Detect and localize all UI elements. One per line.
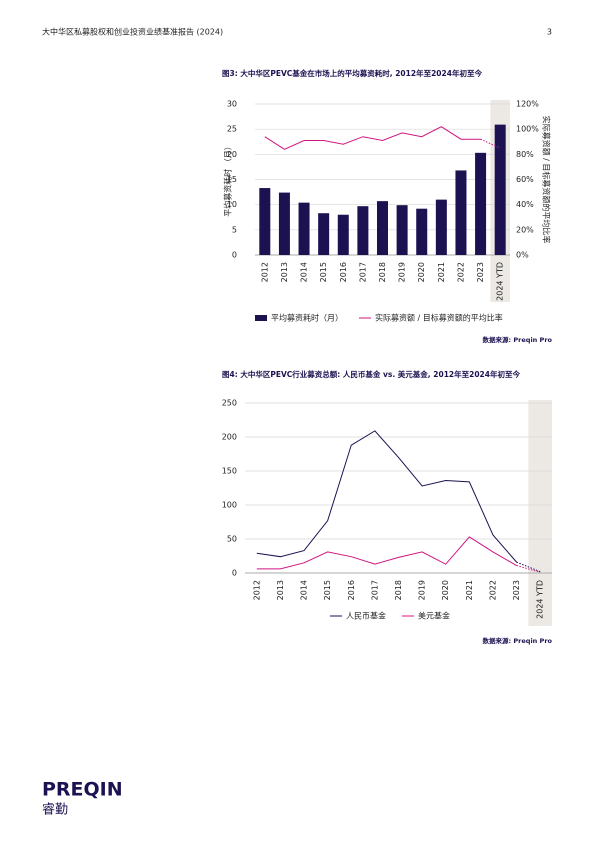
bar — [278, 192, 290, 255]
y-tick-label: 0 — [232, 569, 237, 578]
bar — [396, 205, 408, 255]
y-tick-label: 250 — [222, 399, 237, 408]
y2-tick-label: 40% — [516, 200, 534, 209]
line — [264, 126, 481, 150]
legend-label: 人民币基金 — [346, 611, 386, 621]
bar — [259, 188, 271, 255]
y2-tick-label: 0% — [516, 251, 529, 260]
y-tick-label: 10 — [227, 200, 237, 209]
y-tick-label: 25 — [227, 125, 237, 134]
chart-title: 图3: 大中华区PEVC基金在市场上的平均募资耗时, 2012年至2024年初至… — [222, 68, 482, 78]
y2-tick-label: 20% — [516, 225, 534, 234]
x-tick-label: 2015 — [319, 262, 328, 282]
x-tick-label: 2023 — [512, 580, 521, 600]
page-number: 3 — [547, 28, 552, 37]
line — [256, 536, 517, 570]
chart-title: 图4: 大中华区PEVC行业募资总额: 人民币基金 vs. 美元基金, 2012… — [222, 369, 520, 379]
legend-label: 平均募资耗时（月） — [271, 313, 343, 323]
y2-tick-label: 100% — [516, 125, 539, 134]
x-tick-label: 2016 — [347, 580, 356, 600]
line-projection — [516, 561, 541, 573]
y-tick-label: 200 — [222, 433, 237, 442]
y-axis-label: 平均募资耗时 （月） — [223, 142, 233, 217]
source: 数据来源: Preqin Pro — [483, 335, 553, 344]
line-projection — [480, 138, 501, 149]
x-tick-label: 2017 — [370, 580, 379, 600]
bar — [377, 201, 388, 255]
x-tick-label: 2021 — [437, 262, 446, 282]
y2-tick-label: 120% — [516, 100, 539, 109]
y-tick-label: 30 — [227, 100, 237, 109]
bar — [337, 214, 349, 255]
x-tick-label: 2012 — [252, 580, 261, 600]
x-tick-label: 2013 — [276, 580, 285, 600]
y2-tick-label: 60% — [516, 175, 534, 184]
line-projection — [516, 565, 541, 573]
legend-label: 实际募资额 / 目标募资额的平均比率 — [375, 313, 503, 323]
x-tick-label: 2020 — [417, 262, 426, 282]
legend-swatch — [255, 315, 267, 321]
x-tick-label: 2023 — [476, 262, 485, 282]
x-tick-label: 2013 — [280, 262, 289, 282]
x-tick-label: 2017 — [358, 262, 367, 282]
x-tick-label: 2019 — [418, 580, 427, 600]
x-tick-label: 2020 — [441, 580, 450, 600]
y-tick-label: 0 — [232, 251, 237, 260]
x-tick-label: 2024 YTD — [536, 580, 545, 619]
x-tick-label: 2012 — [260, 262, 269, 282]
y-tick-label: 150 — [222, 467, 237, 476]
header-title: 大中华区私募股权和创业投资业绩基准报告 (2024) — [42, 27, 223, 37]
bar — [416, 208, 428, 255]
x-tick-label: 2022 — [488, 580, 497, 600]
x-tick-label: 2018 — [394, 580, 403, 600]
legend-label: 美元基金 — [418, 611, 450, 621]
x-tick-label: 2019 — [398, 262, 407, 282]
y-tick-label: 15 — [227, 175, 237, 184]
y-tick-label: 20 — [227, 150, 237, 159]
x-tick-label: 2014 — [300, 262, 309, 282]
y-tick-label: 50 — [227, 535, 237, 544]
bar — [298, 202, 310, 255]
x-tick-label: 2022 — [456, 262, 465, 282]
x-tick-label: 2014 — [300, 580, 309, 600]
bar — [357, 206, 369, 255]
bar — [435, 199, 447, 255]
bar — [475, 152, 487, 255]
x-tick-label: 2015 — [323, 580, 332, 600]
y2-axis-label: 实际募资额 / 目标募资额的平均比率 — [542, 116, 552, 244]
x-tick-label: 2016 — [339, 262, 348, 282]
y2-tick-label: 80% — [516, 150, 534, 159]
bar — [455, 170, 467, 255]
logo: PREQIN — [42, 779, 123, 801]
y-tick-label: 5 — [232, 225, 237, 234]
source: 数据来源: Preqin Pro — [483, 636, 553, 645]
bar — [494, 124, 506, 256]
x-tick-label: 2021 — [465, 580, 474, 600]
x-tick-label: 2024 YTD — [496, 262, 505, 301]
line — [256, 430, 517, 563]
logo-subtitle: 睿勤 — [42, 803, 68, 818]
x-tick-label: 2018 — [378, 262, 387, 282]
bar — [318, 213, 330, 255]
y-tick-label: 100 — [222, 501, 237, 510]
